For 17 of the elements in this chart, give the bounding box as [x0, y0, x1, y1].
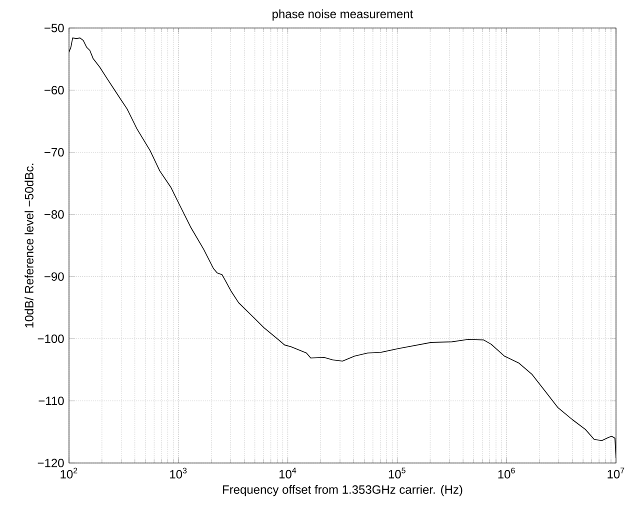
x-tick-label: 10$^{4}$	[279, 468, 296, 478]
x-tick-label: 10$^{3}$	[170, 468, 187, 479]
y-tick-label: −50	[44, 24, 64, 32]
y-tick-label: −80	[44, 210, 64, 219]
y-tick-label: −90	[44, 272, 64, 281]
x-tick-label: 10$^{7}$	[608, 468, 624, 478]
y-tick-label: −120	[38, 458, 64, 468]
y-tick-label: −60	[44, 86, 64, 94]
chart-title: phase noise measurement	[272, 9, 414, 21]
x-tick-label: 10$^{5}$	[388, 468, 406, 478]
x-tick-label: 10$^{2}$	[60, 468, 78, 479]
y-tick-label: −100	[38, 334, 64, 343]
y-tick-label: −110	[38, 396, 64, 406]
x-tick-label: 10$^{6}$	[498, 468, 515, 479]
y-axis-title: 10dB/ Reference level −50dBc.	[24, 164, 34, 328]
x-axis-title: Frequency offset from 1.353GHz carrier. (Hz)	[223, 484, 462, 496]
y-tick-label: −70	[44, 148, 64, 157]
